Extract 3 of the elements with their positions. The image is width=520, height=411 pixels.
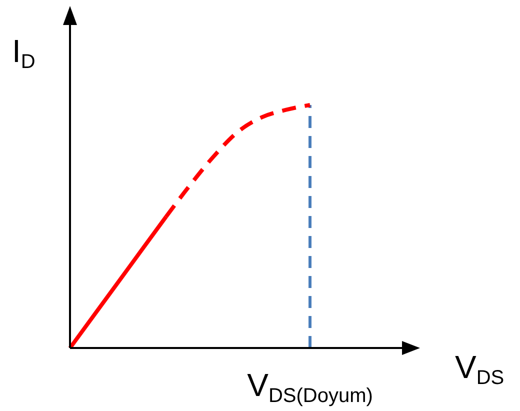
x-axis-title: V$_{DS}$	[455, 349, 504, 389]
text: V$_{DS(Doyum)}$	[247, 367, 373, 407]
y-axis-title: I$_{D}$	[12, 33, 36, 73]
